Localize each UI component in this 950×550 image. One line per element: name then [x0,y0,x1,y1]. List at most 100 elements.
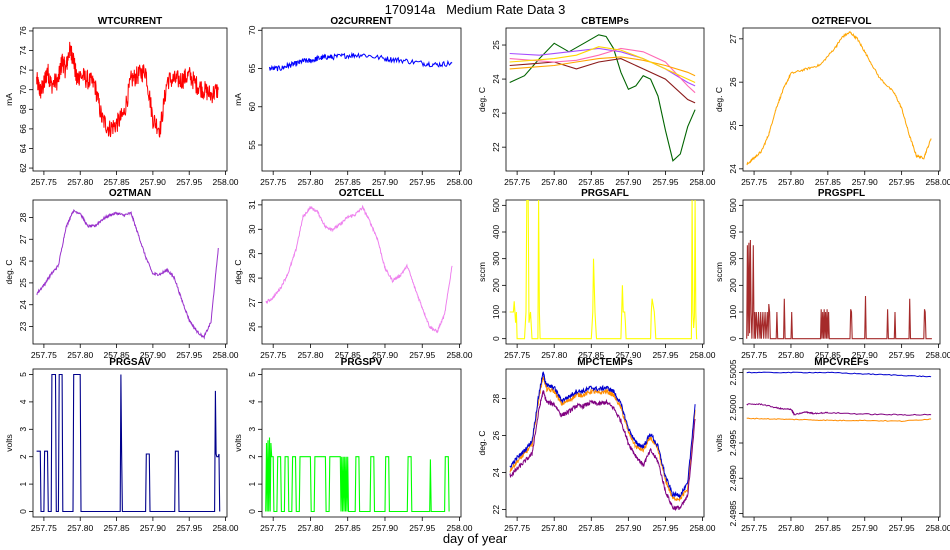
cbtemps-y-tick-label: 23 [491,108,501,118]
o2current-y-axis-label: mA [233,93,243,106]
mpctemps-y-tick-label: 26 [491,431,501,441]
mpctemps-series-2 [509,390,696,512]
prgsav-x-tick-label: 257.75 [31,523,57,533]
cbtemps-y-axis-label: deg. C [477,87,487,112]
o2tcell-y-tick-label: 31 [247,200,257,210]
cbtemps-series-6 [509,46,696,83]
cbtemps-x-tick-label: 257.80 [541,177,567,187]
cbtemps-title: CBTEMPs [581,16,629,27]
o2tman-y-tick-label: 25 [18,278,28,288]
prgsav-y-tick-label: 1 [18,481,28,486]
o2trefvol-x-tick-label: 257.85 [815,177,841,187]
mpctemps-y-tick-label: 22 [491,505,501,515]
cbtemps-series-1 [509,34,696,162]
cbtemps-x-tick-label: 258.00 [690,177,716,187]
o2current-y-tick-label: 60 [247,102,257,112]
cbtemps-x-tick-label: 257.75 [504,177,530,187]
o2tman-frame [32,199,228,345]
o2current-title: O2CURRENT [330,16,392,27]
o2tman-y-tick-label: 24 [18,300,28,310]
o2tman-x-tick-label: 257.95 [176,350,202,360]
prgsafl-y-tick-label: 400 [491,225,501,239]
wtcurrent-y-tick-label: 70 [18,85,28,95]
prgspv-y-tick-label: 2 [247,454,257,459]
prgspv-x-tick-label: 257.85 [335,523,361,533]
o2tcell-x-tick-label: 257.90 [372,350,398,360]
prgsafl-y-tick-label: 0 [491,336,501,341]
prgspfl-frame [742,199,941,345]
prgsav-y-tick-label: 0 [18,509,28,514]
o2tman-x-tick-label: 257.75 [31,350,57,360]
mpcvrefs-y-tick-label: 2.4985 [728,500,738,526]
mpctemps-x-tick-label: 257.85 [578,523,604,533]
o2tcell-frame [261,199,462,345]
wtcurrent-y-axis-label: mA [4,93,14,106]
mpctemps-x-tick-label: 258.00 [690,523,716,533]
prgspv-y-tick-label: 0 [247,509,257,514]
o2current-y-tick-label: 65 [247,64,257,74]
o2trefvol-y-tick-label: 27 [728,34,738,44]
mpctemps-series-1 [509,376,696,502]
mpctemps-series-3 [509,371,696,499]
o2current-x-tick-label: 257.75 [260,177,286,187]
o2current-x-tick-label: 257.95 [409,177,435,187]
prgspfl-x-tick-label: 257.80 [778,350,804,360]
prgspfl-title: PRGSPFL [818,188,865,199]
mpctemps-x-tick-label: 257.90 [615,523,641,533]
mpctemps-y-tick-label: 28 [491,394,501,404]
mpcvrefs-x-tick-label: 257.95 [889,523,915,533]
o2trefvol-panel: O2TREFVOL 257.75 257.80 257.85 257.90 257.95 2… [714,16,950,187]
mpctemps-title: MPCTEMPs [577,357,633,368]
prgsav-y-axis-label: volts [4,434,14,451]
mpctemps-panel: MPCTEMPs 257.75 257.80 257.85 257.90 257.95 25… [477,357,716,533]
o2tman-series-1 [36,209,219,340]
mpctemps-y-tick-label: 24 [491,468,501,478]
prgsav-y-tick-label: 2 [18,454,28,459]
mpctemps-frame [505,368,705,518]
o2tcell-y-tick-label: 27 [247,298,257,308]
o2trefvol-x-tick-label: 257.90 [852,177,878,187]
cbtemps-x-tick-label: 257.90 [615,177,641,187]
cbtemps-y-tick-label: 25 [491,40,501,50]
prgspfl-x-tick-label: 257.90 [852,350,878,360]
prgspv-panel: PRGSPV 257.75 257.80 257.85 257.90 257.95 258.… [233,357,473,533]
o2tcell-y-tick-label: 26 [247,322,257,332]
prgspfl-x-tick-label: 257.85 [815,350,841,360]
o2tcell-panel: O2TCELL 257.75 257.80 257.85 257.90 257.95 258… [233,188,473,360]
o2tcell-y-axis-label: deg. C [233,259,243,284]
wtcurrent-y-tick-label: 66 [18,124,28,134]
mpcvrefs-series-3 [746,417,932,423]
prgspv-x-tick-label: 258.00 [447,523,473,533]
prgsafl-y-tick-label: 500 [491,198,501,212]
mpcvrefs-y-tick-label: 2.5005 [728,359,738,385]
mpcvrefs-x-tick-label: 257.90 [852,523,878,533]
mpctemps-x-tick-label: 257.75 [504,523,530,533]
prgspv-series-1 [265,437,450,513]
prgsav-title: PRGSAV [109,357,151,368]
wtcurrent-y-tick-label: 72 [18,65,28,75]
o2current-x-tick-label: 257.85 [335,177,361,187]
o2current-x-tick-label: 257.90 [372,177,398,187]
o2tcell-x-tick-label: 257.95 [409,350,435,360]
wtcurrent-title: WTCURRENT [98,16,162,27]
o2tcell-x-tick-label: 258.00 [447,350,473,360]
figure-x-axis-label: day of year [442,531,508,546]
wtcurrent-y-tick-label: 68 [18,104,28,114]
cbtemps-y-tick-label: 22 [491,142,501,152]
mpcvrefs-y-tick-label: 2.4995 [728,430,738,456]
prgsafl-frame [505,199,705,345]
figure-title: 170914a Medium Rate Data 3 [384,2,566,17]
mpcvrefs-panel: MPCVREFs 257.75 257.80 257.85 257.90 257.95 25… [714,357,950,533]
prgspfl-y-tick-label: 300 [728,251,738,265]
o2trefvol-x-tick-label: 257.75 [741,177,767,187]
wtcurrent-frame [32,27,228,172]
prgsav-x-tick-label: 257.80 [67,523,93,533]
o2trefvol-x-tick-label: 257.95 [889,177,915,187]
cbtemps-x-tick-label: 257.95 [652,177,678,187]
o2tman-y-tick-label: 27 [18,234,28,244]
mpcvrefs-series-2 [746,403,932,416]
mpctemps-x-tick-label: 257.95 [652,523,678,533]
o2tcell-y-tick-label: 28 [247,273,257,283]
prgsav-frame [32,368,228,518]
o2tcell-title: O2TCELL [339,188,385,199]
